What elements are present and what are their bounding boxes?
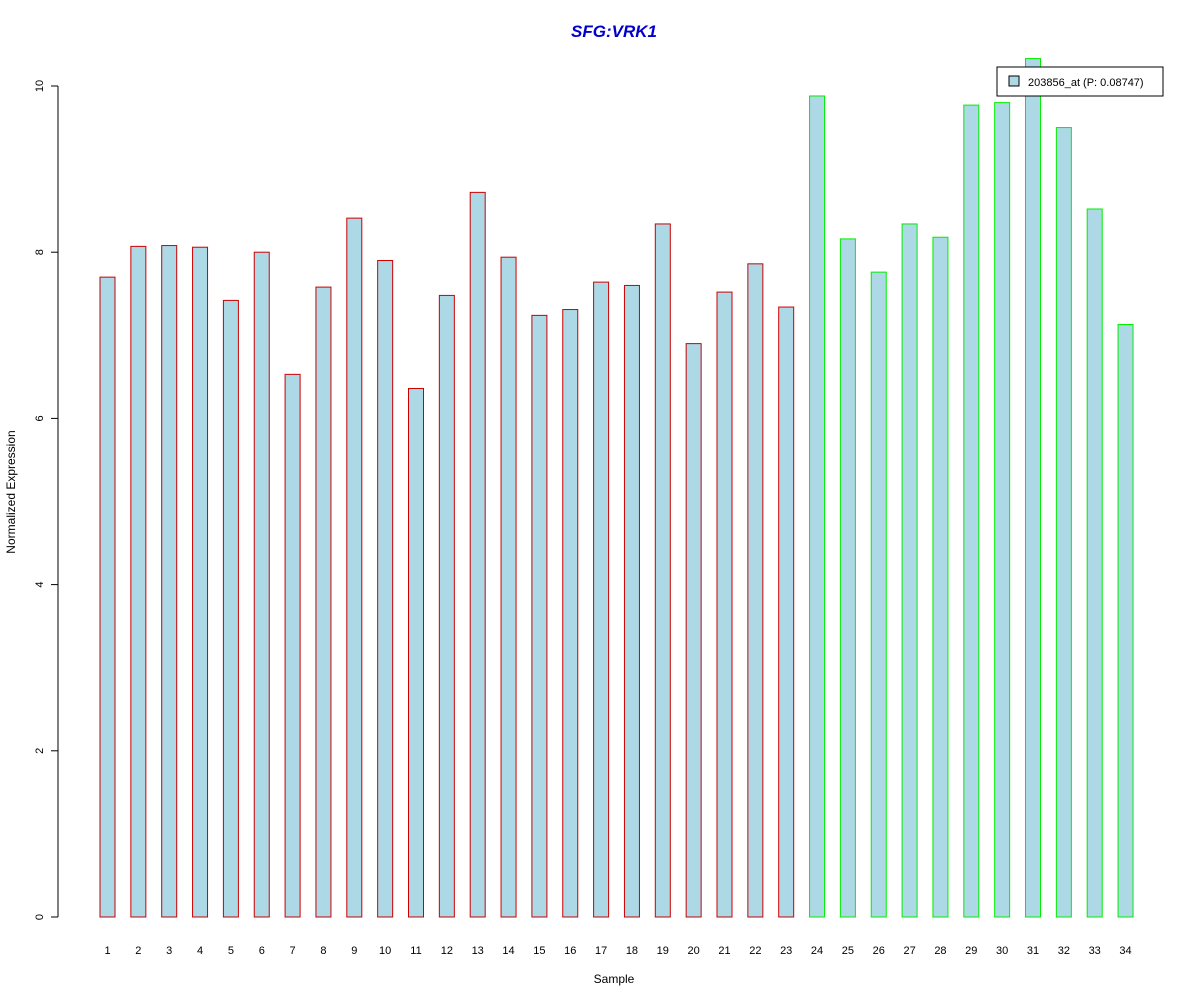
bar [284, 373, 301, 918]
bar [654, 223, 671, 918]
x-tick-label: 26 [873, 945, 885, 957]
bar [161, 245, 178, 918]
bar [901, 223, 918, 918]
y-tick-label: 2 [34, 748, 46, 754]
y-tick-label: 10 [34, 80, 46, 92]
bar [438, 294, 455, 918]
x-tick-label: 10 [379, 945, 391, 957]
x-tick-label: 12 [441, 945, 453, 957]
bar [1025, 58, 1041, 918]
y-axis: 0 2 4 6 8 10 [34, 80, 59, 920]
x-axis-label: Sample [594, 972, 635, 986]
y-tick-label: 8 [34, 249, 46, 255]
y-tick-label: 4 [34, 582, 46, 588]
bar [1055, 127, 1072, 918]
x-tick-label: 27 [903, 945, 915, 957]
legend: 203856_at (P: 0.08747) [996, 66, 1164, 97]
bar [222, 299, 239, 918]
x-tick-label: 20 [688, 945, 700, 957]
bar [500, 256, 517, 918]
x-tick-label: 6 [259, 945, 265, 957]
bar [562, 309, 579, 918]
bar-series [99, 58, 1134, 918]
bar [623, 284, 640, 918]
x-tick-label: 18 [626, 945, 638, 957]
bar [377, 260, 394, 918]
bar [994, 102, 1011, 918]
bar [408, 387, 424, 918]
legend-box [996, 66, 1164, 97]
x-tick-label: 22 [749, 945, 761, 957]
x-tick-label: 2 [135, 945, 141, 957]
x-tick-label: 7 [290, 945, 296, 957]
x-tick-label: 15 [533, 945, 545, 957]
x-tick-label: 19 [657, 945, 669, 957]
y-tick-label: 0 [34, 914, 46, 920]
bar [963, 104, 980, 918]
chart-title: SFG:VRK1 [571, 22, 657, 41]
bar [346, 217, 363, 918]
x-tick-label: 1 [104, 945, 110, 957]
x-tick-label: 30 [996, 945, 1008, 957]
bar [531, 314, 548, 918]
x-tick-label: 31 [1027, 945, 1039, 957]
x-tick-label: 32 [1058, 945, 1070, 957]
bar [253, 251, 270, 918]
bar [99, 276, 116, 918]
bar [130, 245, 147, 918]
x-tick-label: 34 [1119, 945, 1131, 957]
bar [1086, 208, 1103, 918]
x-tick-label: 5 [228, 945, 234, 957]
bar [716, 291, 733, 918]
x-tick-label: 8 [320, 945, 326, 957]
bar [932, 236, 949, 918]
x-tick-label: 33 [1089, 945, 1101, 957]
x-tick-label: 16 [564, 945, 576, 957]
x-axis-tick-labels: 1 2 3 4 5 6 7 8 9 10 11 12 13 14 15 16 17 18 19 20 21 22 23 24 2… [104, 945, 1131, 957]
bar [778, 306, 795, 918]
legend-entry-label: 203856_at (P: 0.08747) [1028, 77, 1144, 89]
legend-swatch [1008, 75, 1020, 87]
x-tick-label: 4 [197, 945, 203, 957]
bar [747, 263, 764, 918]
y-axis-label: Normalized Expression [4, 430, 18, 553]
x-tick-label: 17 [595, 945, 607, 957]
x-tick-label: 28 [934, 945, 946, 957]
x-tick-label: 3 [166, 945, 172, 957]
x-tick-label: 9 [351, 945, 357, 957]
bar [192, 246, 209, 918]
x-tick-label: 23 [780, 945, 792, 957]
x-tick-label: 11 [410, 945, 421, 957]
x-tick-label: 21 [718, 945, 730, 957]
y-tick-label: 6 [34, 415, 46, 421]
bar [870, 271, 887, 918]
x-tick-label: 29 [965, 945, 977, 957]
bar [315, 286, 332, 918]
x-tick-label: 13 [472, 945, 484, 957]
bar [1117, 324, 1134, 918]
bar [809, 95, 826, 918]
bar [469, 191, 486, 918]
bar [839, 238, 856, 918]
x-tick-label: 14 [502, 945, 514, 957]
x-tick-label: 24 [811, 945, 823, 957]
x-tick-label: 25 [842, 945, 854, 957]
bar [685, 343, 702, 918]
bar [593, 281, 610, 918]
